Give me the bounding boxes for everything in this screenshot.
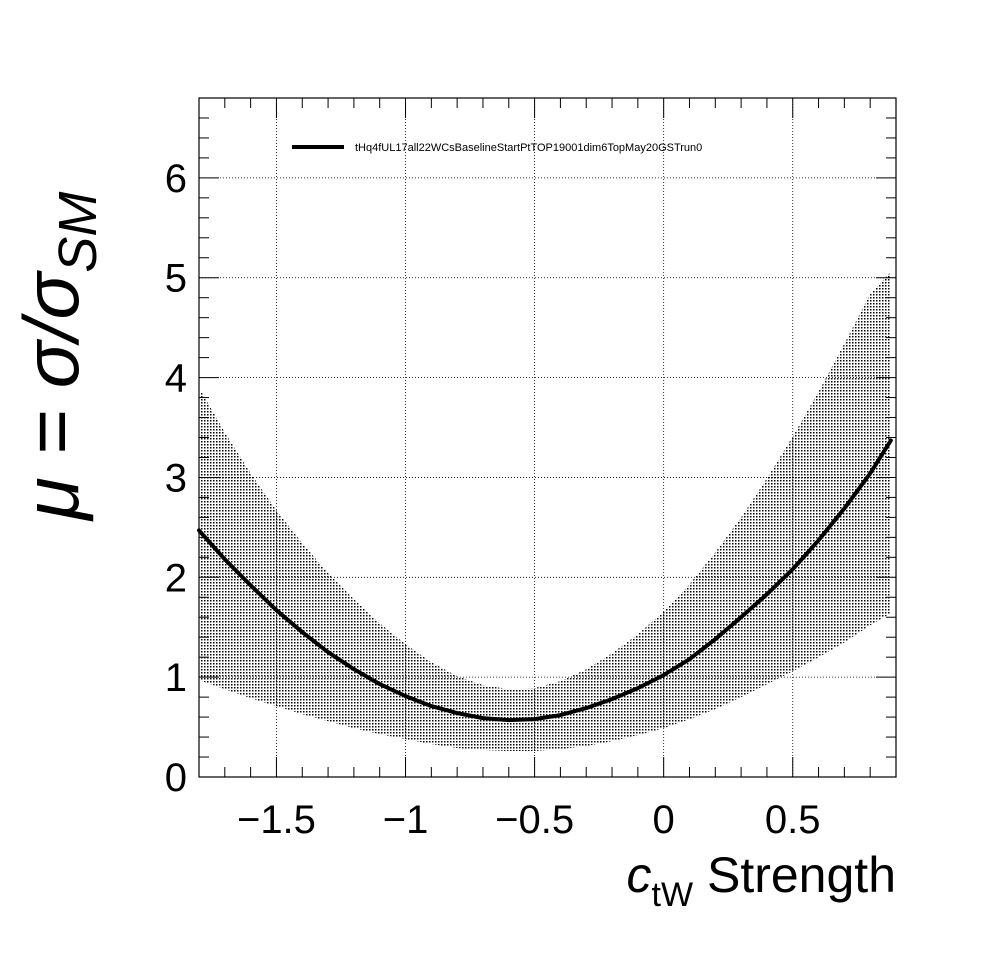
x-tick-label: −0.5 xyxy=(495,798,574,842)
legend: tHq4fUL17all22WCsBaselineStartPtTOP19001… xyxy=(292,142,702,154)
y-tick-label: 4 xyxy=(165,357,187,401)
x-tick-label: 0.5 xyxy=(765,798,821,842)
legend-label: tHq4fUL17all22WCsBaselineStartPtTOP19001… xyxy=(355,142,702,154)
x-axis-subscript: tW xyxy=(652,876,694,914)
x-axis-suffix: Strength xyxy=(693,847,896,903)
y-axis-ratio: = σ/σ xyxy=(7,270,95,478)
y-axis-subscript: SM xyxy=(48,192,108,273)
y-axis-mu: μ xyxy=(7,477,95,522)
x-axis-title: ctW Strength xyxy=(627,847,896,914)
x-tick-label: −1.5 xyxy=(237,798,316,842)
y-tick-label: 6 xyxy=(165,157,187,201)
y-tick-label: 2 xyxy=(165,556,187,600)
y-tick-label: 5 xyxy=(165,257,187,301)
y-axis-title: μ = σ/σSM xyxy=(7,192,108,522)
y-tick-label: 1 xyxy=(165,656,187,700)
y-tick-label: 3 xyxy=(165,456,187,500)
x-tick-label: 0 xyxy=(653,798,675,842)
axis-ticks xyxy=(198,97,897,778)
series-line xyxy=(197,438,893,723)
x-axis-symbol: c xyxy=(627,847,652,903)
y-tick-label: 0 xyxy=(165,756,187,800)
tick-labels: −1.5 −1 −0.5 0 0.5 0 1 2 3 4 5 6 xyxy=(165,157,821,842)
x-tick-label: −1 xyxy=(383,798,429,842)
uncertainty-band xyxy=(199,271,891,751)
